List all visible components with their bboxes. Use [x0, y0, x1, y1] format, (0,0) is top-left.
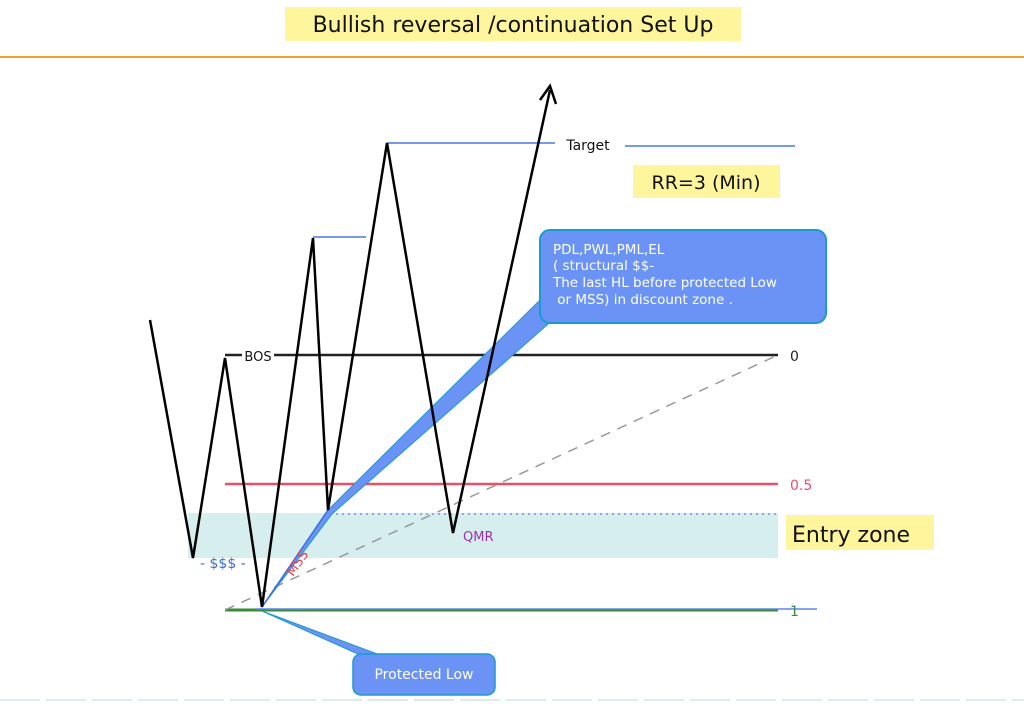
level-05-label: 0.5	[790, 478, 812, 494]
title-highlight	[285, 7, 741, 41]
bos-label-bg	[242, 348, 274, 362]
entry-zone-label: Entry zone	[792, 523, 910, 548]
target-label: Target	[565, 138, 610, 154]
protected-low-box	[352, 653, 496, 696]
protected-low-label: Protected Low	[374, 667, 473, 683]
price-zigzag	[148, 89, 552, 608]
callout-text: PDL,PWL,PML,EL ( structural $$- The last…	[552, 242, 781, 308]
level-0-label: 0	[790, 349, 799, 365]
rr-label: RR=3 (Min)	[652, 172, 761, 194]
protected-low-tail	[261, 610, 381, 656]
fib-diagonal	[224, 354, 779, 611]
arrow-head-icon	[538, 83, 558, 105]
callout-box	[539, 229, 827, 324]
entry-zone-highlight	[786, 515, 934, 550]
bos-label: BOS	[244, 350, 271, 365]
sss-label: - $$$ -	[200, 556, 246, 572]
mss-line	[261, 509, 329, 608]
title: Bullish reversal /continuation Set Up	[313, 13, 714, 38]
level-1-label: 1	[790, 604, 799, 620]
rr-highlight	[633, 165, 780, 198]
entry-zone-area	[188, 513, 778, 558]
qmr-label: QMR	[463, 530, 493, 545]
